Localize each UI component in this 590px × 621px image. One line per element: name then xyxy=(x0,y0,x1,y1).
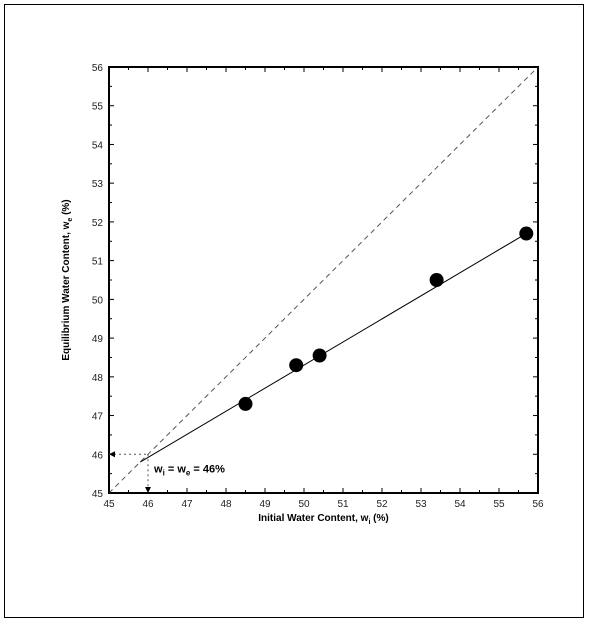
y-tick-label: 47 xyxy=(92,412,104,423)
x-tick-label: 52 xyxy=(376,499,388,510)
chart-svg: 45 46 47 48 49 50 51 52 53 54 55 56 45 46 47 48 49 50 51 52… xyxy=(61,63,544,526)
x-tick-label: 50 xyxy=(298,499,310,510)
axis-ticks: 45 46 47 48 49 50 51 52 53 54 55 56 45 46 47 48 49 50 51 52… xyxy=(92,63,544,510)
x-tick-label: 54 xyxy=(454,499,466,510)
x-tick-label: 49 xyxy=(259,499,271,510)
y-tick-label: 55 xyxy=(92,102,104,113)
plot-area: 45 46 47 48 49 50 51 52 53 54 55 56 45 46 47 48 49 50 51 52… xyxy=(92,63,544,510)
intercept-annotation: wi = we = 46% xyxy=(153,463,225,477)
y-tick-label: 52 xyxy=(92,218,104,229)
y-axis-title: Equilibrium Water Content, we (%) xyxy=(61,199,74,360)
arrow-left-icon xyxy=(109,451,115,458)
x-tick-label: 56 xyxy=(532,499,544,510)
x-tick-label: 46 xyxy=(142,499,154,510)
x-tick-label: 53 xyxy=(415,499,427,510)
y-tick-label: 48 xyxy=(92,373,104,384)
y-tick-label: 50 xyxy=(92,295,104,306)
intercept-guides xyxy=(109,451,151,493)
y-tick-label: 51 xyxy=(92,257,104,268)
y-tick-label: 45 xyxy=(92,489,104,500)
x-tick-label: 48 xyxy=(220,499,232,510)
x-axis-title: Initial Water Content, wi (%) xyxy=(258,513,388,526)
data-point xyxy=(519,226,534,241)
y-tick-label: 54 xyxy=(92,140,104,151)
data-points xyxy=(238,226,534,411)
data-point xyxy=(312,348,327,363)
arrow-down-icon xyxy=(145,487,151,493)
y-tick-label: 49 xyxy=(92,334,104,345)
data-point xyxy=(429,273,444,287)
x-tick-label: 47 xyxy=(181,499,193,510)
y-tick-label: 53 xyxy=(92,179,104,190)
y-tick-label: 46 xyxy=(92,450,104,461)
fit-line xyxy=(139,233,527,463)
equality-line xyxy=(108,66,539,494)
y-tick-label: 56 xyxy=(92,63,104,74)
x-tick-label: 45 xyxy=(103,499,115,510)
figure-frame: 45 46 47 48 49 50 51 52 53 54 55 56 45 46 47 48 49 50 51 52… xyxy=(4,4,584,618)
data-point xyxy=(289,358,304,373)
x-tick-label: 55 xyxy=(493,499,505,510)
data-point xyxy=(238,396,253,411)
x-tick-label: 51 xyxy=(337,499,349,510)
